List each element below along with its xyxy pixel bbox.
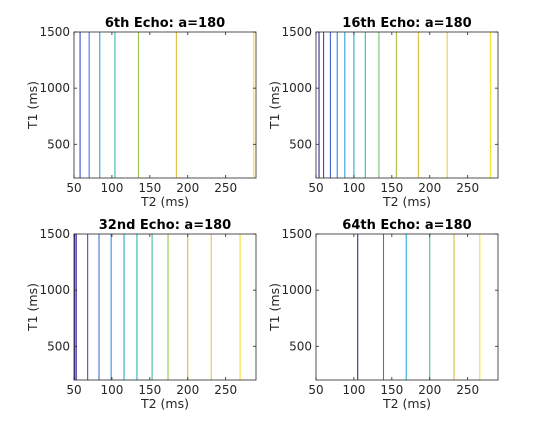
x-axis-label: T2 (ms) <box>382 194 431 209</box>
x-tick-label: 50 <box>66 383 81 397</box>
x-tick-label: 50 <box>308 383 323 397</box>
chart-title: 16th Echo: a=180 <box>342 16 471 31</box>
plot-area <box>316 234 498 380</box>
x-tick-label: 150 <box>380 383 403 397</box>
plot-area <box>316 32 498 178</box>
y-tick-label: 1500 <box>39 227 70 241</box>
subplot-1: 50 100 150 200 250 500 1000 1500 6th Echo: a=180… <box>25 16 257 209</box>
y-tick-label: 1000 <box>281 283 312 297</box>
subplot-4: 50 100 150 200 250 500 1000 1500 64th Echo: a=18… <box>267 218 499 411</box>
x-axis-label: T2 (ms) <box>140 194 189 209</box>
y-axis-label: T1 (ms) <box>25 283 40 332</box>
chart-title: 64th Echo: a=180 <box>342 218 471 233</box>
x-tick-label: 100 <box>342 181 365 195</box>
plot-area <box>74 234 256 380</box>
x-tick-label: 250 <box>214 383 237 397</box>
y-tick-label: 1500 <box>281 227 312 241</box>
x-tick-label: 150 <box>380 181 403 195</box>
axes-box <box>73 233 257 381</box>
y-axis-label: T1 (ms) <box>267 81 282 130</box>
x-tick-label: 100 <box>342 383 365 397</box>
y-axis-label: T1 (ms) <box>267 283 282 332</box>
x-tick-label: 250 <box>456 383 479 397</box>
axes-box <box>73 31 257 179</box>
x-tick-label: 100 <box>100 383 123 397</box>
x-axis-label: T2 (ms) <box>382 396 431 411</box>
y-tick-label: 500 <box>289 339 312 353</box>
y-tick-label: 1500 <box>39 25 70 39</box>
y-tick-label: 1000 <box>39 283 70 297</box>
x-tick-label: 250 <box>214 181 237 195</box>
y-tick-label: 500 <box>47 137 70 151</box>
x-tick-label: 200 <box>418 383 441 397</box>
subplot-3: 50 100 150 200 250 500 1000 1500 32nd Echo: a=18… <box>25 218 257 411</box>
x-tick-label: 250 <box>456 181 479 195</box>
y-tick-label: 1000 <box>39 81 70 95</box>
axes-box <box>315 31 499 179</box>
plot-area <box>74 32 256 178</box>
y-tick-label: 500 <box>289 137 312 151</box>
x-tick-label: 50 <box>308 181 323 195</box>
y-tick-label: 1000 <box>281 81 312 95</box>
y-axis-label: T1 (ms) <box>25 81 40 130</box>
x-tick-label: 150 <box>138 383 161 397</box>
x-tick-label: 50 <box>66 181 81 195</box>
x-tick-label: 100 <box>100 181 123 195</box>
x-tick-label: 200 <box>176 383 199 397</box>
x-tick-label: 150 <box>138 181 161 195</box>
x-tick-label: 200 <box>176 181 199 195</box>
x-axis-label: T2 (ms) <box>140 396 189 411</box>
subplot-2: 50 100 150 200 250 500 1000 1500 16th Echo: a=18… <box>267 16 499 209</box>
axes-box <box>315 233 499 381</box>
chart-title: 32nd Echo: a=180 <box>99 218 231 233</box>
x-tick-label: 200 <box>418 181 441 195</box>
chart-title: 6th Echo: a=180 <box>105 16 225 31</box>
y-tick-label: 500 <box>47 339 70 353</box>
y-tick-label: 1500 <box>281 25 312 39</box>
